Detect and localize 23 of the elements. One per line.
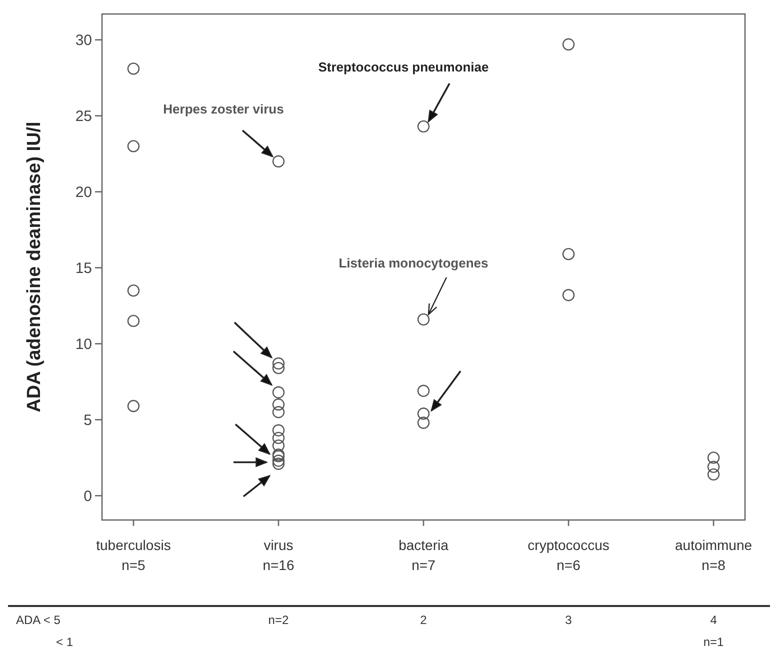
x-tick-label: cryptococcus n=6 (528, 537, 610, 573)
y-tick-label: 30 (75, 32, 92, 50)
y-tick-label: 20 (75, 184, 92, 202)
y-tick-label: 5 (84, 412, 92, 429)
text: ADA < 5 (16, 613, 61, 627)
text: n=2 (268, 613, 289, 627)
y-axis-title: ADA (adenosine deaminase) IU/l (24, 122, 45, 412)
text: < 1 (56, 635, 74, 649)
x-tick-label: virus n=16 (262, 537, 294, 573)
annotation: Herpes zoster virus (163, 101, 284, 116)
text: 2 (420, 613, 428, 627)
y-tick-label: 10 (75, 336, 92, 353)
y-tick-label: 0 (84, 488, 92, 505)
text: 3 (565, 613, 572, 627)
text: 4 (710, 613, 718, 627)
y-tick-label: 25 (75, 108, 92, 126)
x-tick-label: tuberculosis n=5 (96, 537, 171, 573)
x-tick-label: autoimmune n=8 (675, 537, 752, 573)
y-tick-label: 15 (75, 260, 92, 278)
text: n=1 (703, 635, 724, 649)
x-tick-label: bacteria n=7 (398, 537, 449, 573)
annotation: Listeria monocytogenes (338, 255, 488, 270)
annotation: Streptococcus pneumoniae (318, 59, 489, 74)
